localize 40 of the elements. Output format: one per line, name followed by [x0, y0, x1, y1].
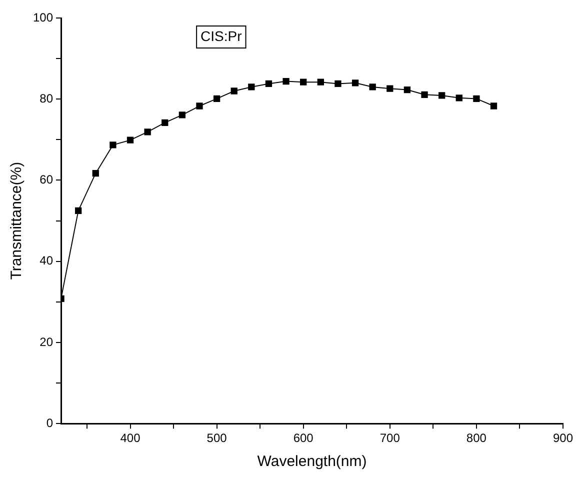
point — [110, 142, 116, 148]
point — [248, 84, 255, 90]
x-axis-title: Wavelength(nm) — [257, 453, 367, 470]
x-tick-label: 700 — [380, 431, 400, 446]
point — [421, 91, 428, 98]
point — [75, 207, 82, 214]
point — [265, 80, 272, 88]
y-tick-label: 0 — [46, 416, 54, 430]
x-tick-label: 900 — [552, 431, 574, 446]
point — [144, 128, 151, 136]
point — [196, 102, 203, 110]
point — [162, 119, 168, 126]
point — [369, 84, 376, 90]
y-tick-label: 60 — [40, 172, 54, 187]
x-tick-label: 600 — [293, 431, 314, 446]
point — [282, 78, 290, 85]
point — [317, 78, 324, 86]
x-tick-label: 400 — [120, 431, 141, 446]
y-axis-title: Transmittance(%) — [8, 162, 26, 280]
y-tick-label: 80 — [40, 91, 54, 106]
y-tick-label: 20 — [40, 334, 54, 349]
point — [178, 112, 186, 118]
point — [404, 86, 411, 94]
point — [300, 78, 307, 86]
y-tick-label: 100 — [32, 10, 54, 24]
x-tick-label: 500 — [206, 431, 228, 446]
point — [352, 80, 359, 86]
point — [490, 102, 498, 110]
point — [386, 85, 394, 92]
point — [92, 170, 99, 177]
point — [456, 94, 462, 102]
x-tick-label: 800 — [466, 431, 487, 446]
point — [473, 95, 480, 102]
point — [213, 95, 220, 102]
point — [126, 136, 134, 144]
point — [334, 80, 342, 88]
point — [230, 88, 238, 94]
annotation: CIS:Pr — [200, 28, 242, 44]
point — [438, 92, 446, 99]
y-tick-label: 40 — [40, 254, 54, 268]
